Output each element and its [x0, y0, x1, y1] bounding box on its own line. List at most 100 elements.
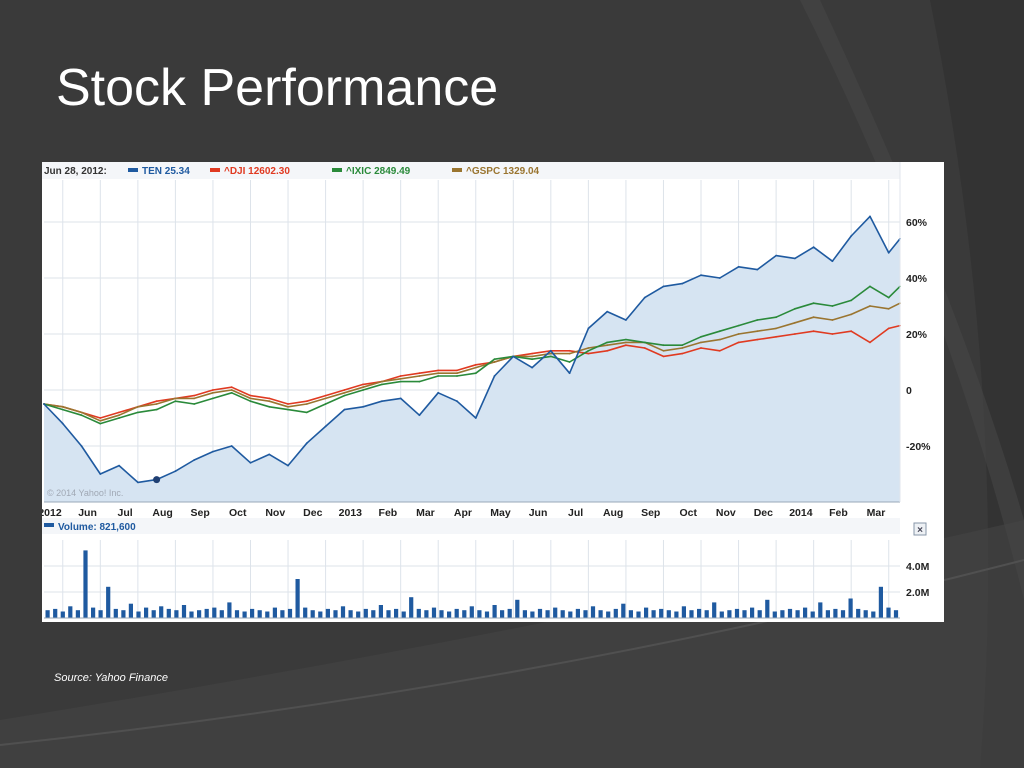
volume-bar — [765, 599, 770, 618]
data-point-ten — [493, 375, 496, 377]
volume-bar — [409, 597, 414, 618]
x-tick-label: Sep — [191, 507, 210, 519]
data-point-gspc — [381, 380, 383, 383]
volume-bar — [803, 607, 808, 618]
volume-bar — [636, 611, 641, 618]
x-tick-label: 2014 — [789, 507, 813, 519]
volume-bar — [401, 611, 406, 618]
data-point-ixic — [850, 299, 853, 302]
data-point-gspc — [549, 352, 552, 355]
data-point-gspc — [456, 372, 458, 375]
volume-bar — [189, 611, 194, 618]
legend-swatch — [128, 168, 138, 172]
x-tick-label: Apr — [454, 507, 472, 519]
volume-bar — [522, 610, 527, 618]
data-point-gspc — [662, 349, 665, 352]
data-point-ixic — [549, 355, 552, 358]
volume-bar — [121, 610, 126, 618]
x-tick-label: Nov — [265, 507, 285, 519]
data-point-ten — [831, 260, 834, 263]
x-tick-label: Oct — [229, 507, 247, 519]
volume-bar — [166, 608, 171, 618]
volume-bar — [840, 610, 846, 618]
data-point-gspc — [587, 347, 590, 349]
volume-bar — [712, 602, 717, 618]
volume-bar — [871, 611, 876, 618]
data-point-ten — [643, 296, 646, 299]
data-point-dji — [118, 411, 120, 414]
data-point-ten — [775, 254, 777, 257]
data-point-ten — [549, 349, 552, 352]
volume-bar — [416, 608, 421, 618]
data-point-gspc — [850, 313, 853, 316]
data-point-dji — [681, 352, 684, 355]
data-point-ixic — [681, 344, 684, 347]
data-point-ixic — [456, 375, 458, 377]
volume-bar — [545, 610, 550, 618]
volume-bar — [689, 610, 694, 618]
volume-bar — [772, 611, 777, 618]
volume-bar — [265, 611, 270, 618]
y-tick-label: 40% — [906, 273, 928, 285]
data-point-ixic — [118, 417, 120, 419]
data-point-ixic — [230, 391, 233, 394]
data-point-gspc — [437, 372, 440, 375]
volume-bar — [303, 607, 308, 618]
data-point-gspc — [61, 405, 64, 408]
data-point-ixic — [155, 408, 158, 411]
volume-bar — [45, 610, 50, 618]
data-point-ten — [418, 414, 421, 417]
volume-bar — [333, 610, 338, 618]
data-point-ten — [249, 461, 252, 464]
data-point-ixic — [474, 372, 477, 375]
data-point-ixic — [756, 319, 759, 321]
volume-bar — [848, 598, 853, 618]
data-point-dji — [568, 349, 571, 352]
data-point-gspc — [174, 397, 177, 400]
data-point-ixic — [137, 411, 139, 414]
volume-bar — [598, 610, 603, 618]
volume-bar — [484, 611, 490, 618]
data-point-dji — [249, 394, 252, 397]
data-point-dji — [850, 330, 853, 333]
x-tick-label: Sep — [641, 507, 660, 519]
data-point-dji — [287, 403, 289, 405]
data-point-gspc — [812, 316, 815, 319]
data-point-gspc — [700, 341, 702, 344]
volume-bar — [257, 610, 262, 618]
data-point-ixic — [775, 316, 777, 319]
data-point-gspc — [362, 386, 364, 389]
data-point-ten — [174, 470, 177, 473]
data-point-dji — [155, 400, 158, 403]
data-point-dji — [230, 386, 233, 389]
data-point-ten — [381, 400, 383, 403]
stock-chart-svg: 60% 40% 20% 0 -20% 2012 Jun Jul Aug Sep Oct Nov Dec 2… — [42, 162, 931, 619]
x-tick-label: Mar — [867, 507, 886, 519]
volume-bar — [106, 586, 111, 618]
data-point-ten — [287, 464, 289, 467]
data-point-dji — [362, 383, 364, 386]
data-point-gspc — [474, 366, 477, 369]
data-point-ten — [118, 464, 120, 467]
volume-bar — [492, 605, 497, 618]
data-point-ixic — [437, 375, 440, 377]
volume-bar — [818, 602, 823, 618]
data-point-ixic — [625, 338, 627, 341]
x-tick-label: Mar — [416, 507, 435, 519]
x-tick-label: Jul — [568, 507, 583, 519]
data-point-gspc — [343, 391, 346, 394]
data-point-ixic — [587, 349, 590, 352]
volume-bar — [583, 610, 588, 618]
data-point-ixic — [174, 400, 177, 403]
volume-bar — [363, 608, 368, 618]
volume-bar — [704, 610, 709, 618]
volume-bar — [174, 610, 179, 618]
ten-area — [44, 216, 900, 502]
x-tick-label: Jun — [78, 507, 97, 519]
data-point-ixic — [794, 307, 796, 310]
data-point-ten — [137, 481, 139, 484]
data-point-gspc — [606, 344, 609, 347]
data-point-gspc — [756, 330, 759, 333]
volume-bar — [515, 599, 520, 618]
data-point-dji — [212, 389, 214, 391]
